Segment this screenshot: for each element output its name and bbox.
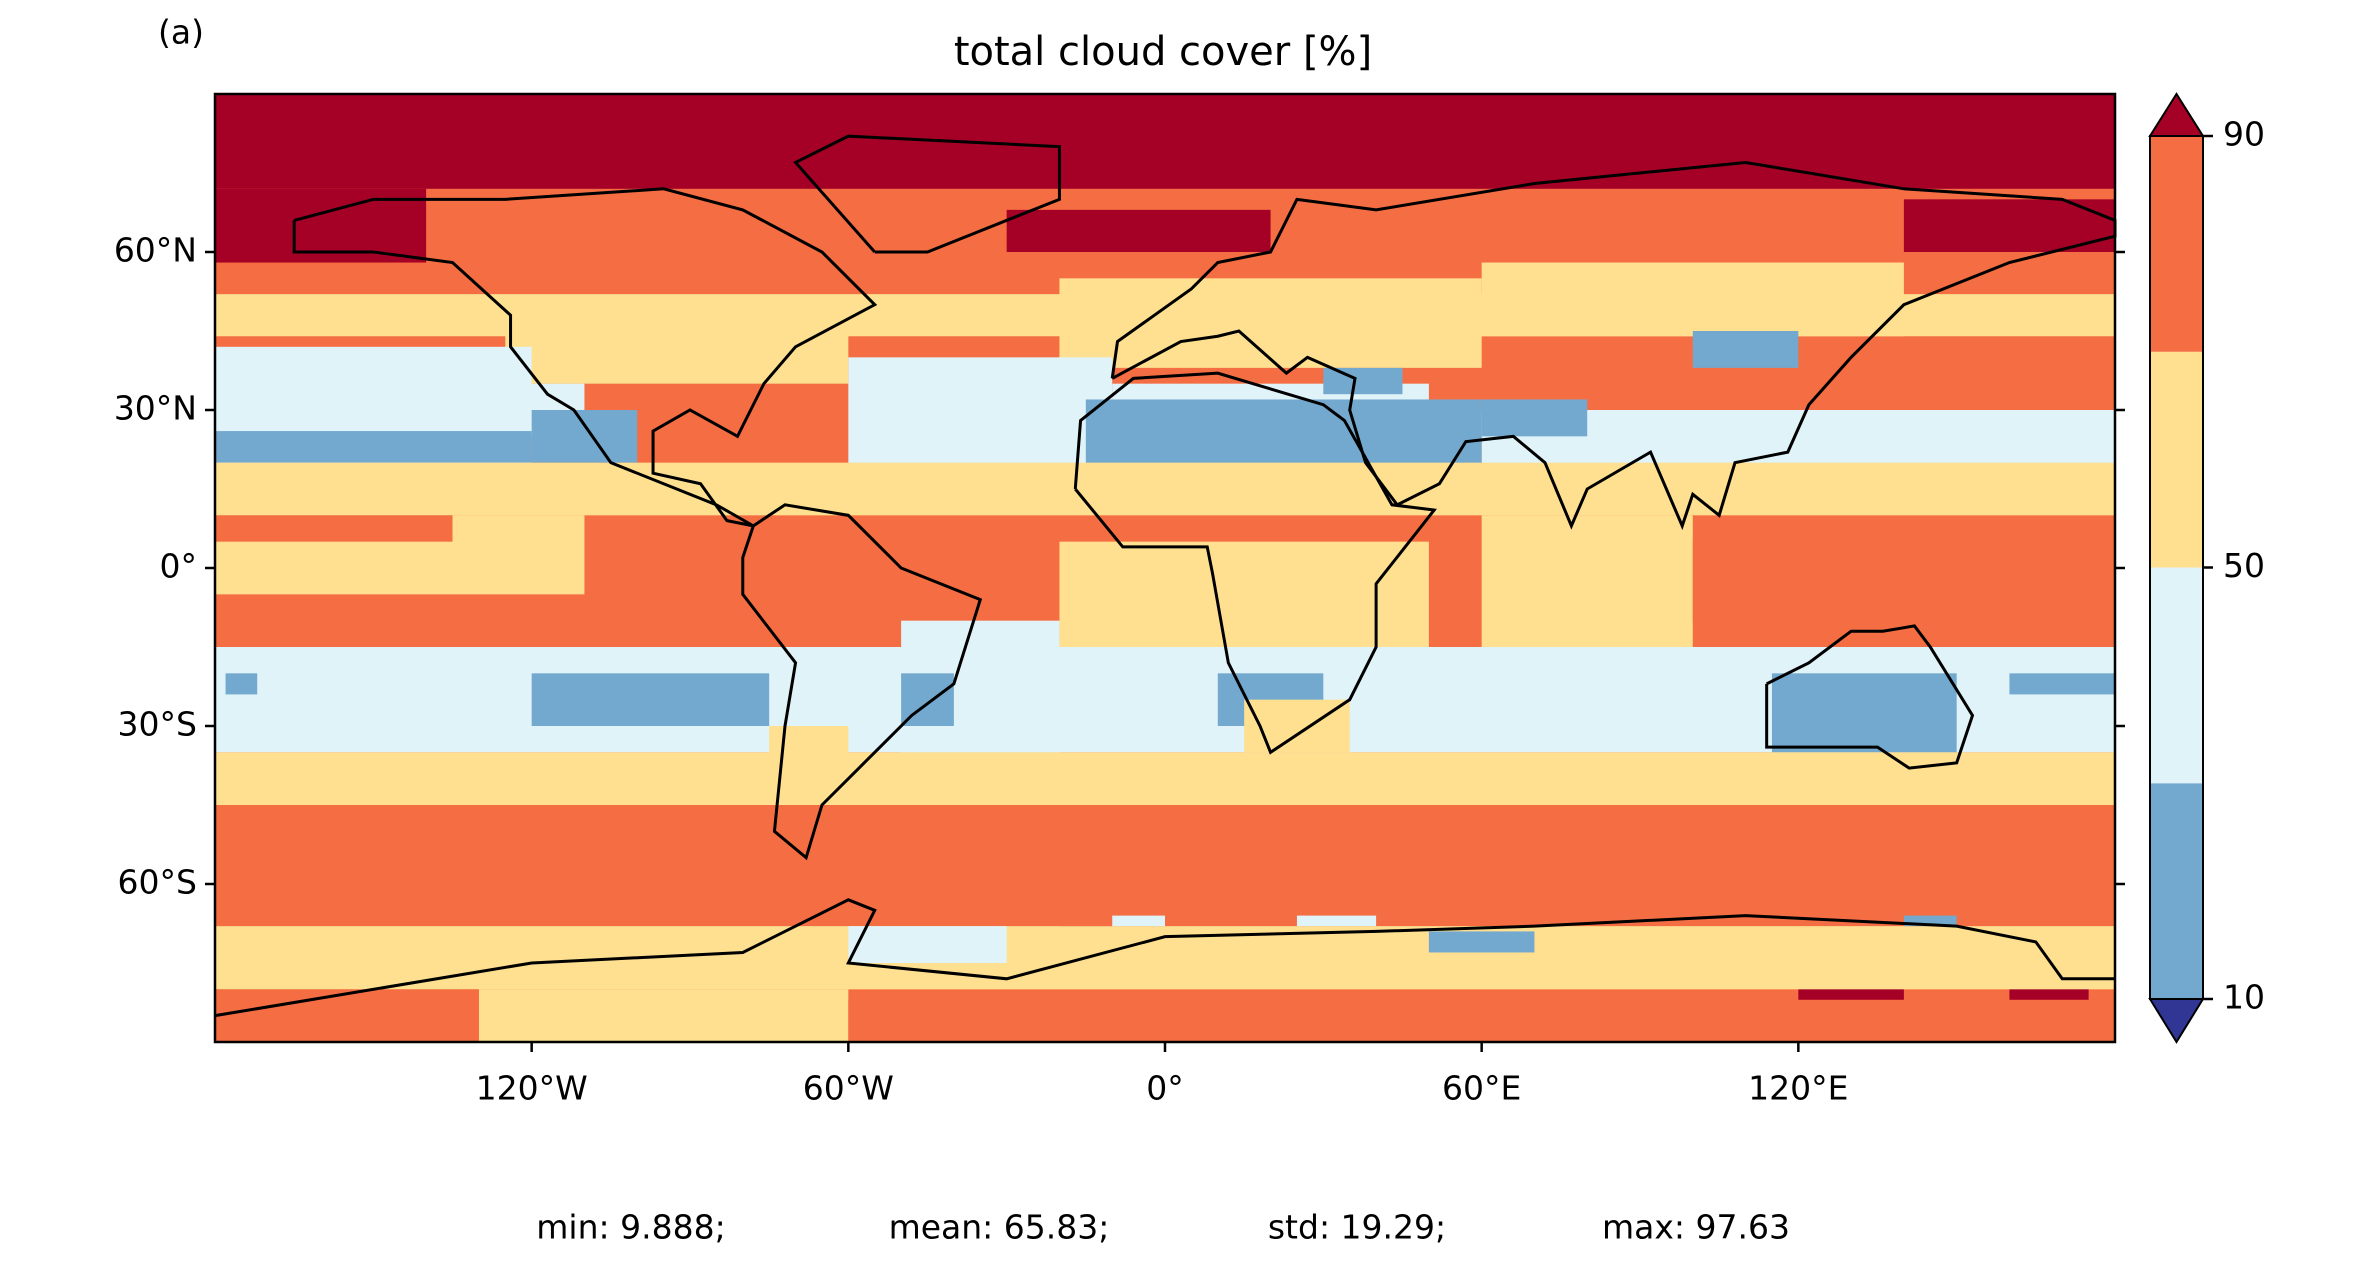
cloud-patch <box>1481 515 1693 647</box>
x-tick-label: 0° <box>1146 1069 1184 1108</box>
cloud-patch <box>505 315 849 384</box>
cloud-patch <box>848 926 1007 963</box>
coastline <box>214 898 2115 1018</box>
cloud-patch <box>848 999 2116 1042</box>
cloud-patch <box>215 752 2115 805</box>
cloud-patch <box>1481 399 1588 437</box>
y-tick-label: 30°S <box>118 705 197 744</box>
coastline <box>741 503 983 861</box>
cloud-field <box>215 94 2116 1042</box>
coastlines <box>214 134 2117 1018</box>
coastline <box>793 134 1061 254</box>
cloud-patch <box>1692 541 1957 621</box>
stat: std: 19.29; <box>1268 1208 1446 1247</box>
coastline <box>1110 160 2117 531</box>
colorbar-band <box>2150 783 2203 999</box>
map-title: total cloud cover [%] <box>954 29 1372 75</box>
cloud-patch <box>1112 915 1165 927</box>
cloud-patch <box>1428 931 1535 953</box>
cloud-patch <box>531 410 638 463</box>
cloud-patch <box>1059 278 1482 368</box>
x-tick-label: 60°W <box>803 1069 894 1108</box>
colorbar-band <box>2150 351 2203 568</box>
cloud-patch <box>215 462 2115 516</box>
stat: mean: 65.83; <box>889 1208 1110 1247</box>
cloud-patch <box>1692 331 1799 368</box>
cloud-patch <box>215 94 2115 189</box>
y-tick-label: 0° <box>160 547 198 586</box>
colorbar-band <box>2150 567 2203 784</box>
coastline <box>1073 371 1437 755</box>
cloud-patch <box>1481 262 1904 337</box>
x-tick-label: 120°E <box>1748 1069 1848 1108</box>
stat: max: 97.63 <box>1602 1208 1790 1247</box>
cloud-patch <box>1006 209 1271 252</box>
y-tick-label: 60°S <box>118 863 197 902</box>
cloud-patch <box>1903 915 1957 927</box>
colorbar-over <box>2148 92 2205 137</box>
cloud-patch <box>225 673 258 695</box>
colorbar-under <box>2148 998 2205 1044</box>
cloud-patch <box>2009 673 2115 695</box>
colorbar-tick-label: 10 <box>2223 978 2265 1017</box>
cloud-patch <box>1244 699 1350 753</box>
cloud-patch <box>215 989 479 1042</box>
stat: min: 9.888; <box>536 1208 725 1247</box>
cloud-patch <box>215 515 453 542</box>
coastline <box>292 187 878 528</box>
coastline <box>1765 624 1975 770</box>
cloud-patch <box>531 673 770 726</box>
y-tick-label: 30°N <box>114 389 197 428</box>
panel-label: (a) <box>158 13 204 52</box>
cloud-patch <box>215 188 427 263</box>
cloud-patch <box>1296 915 1377 927</box>
colorbar-tick-label: 90 <box>2223 115 2265 154</box>
x-tick-label: 120°W <box>476 1069 588 1108</box>
x-tick-label: 60°E <box>1442 1069 1521 1108</box>
cloud-patch <box>848 357 1113 474</box>
cloud-patch <box>1771 673 1957 753</box>
cloud-patch <box>1903 199 2115 252</box>
cloud-patch <box>1323 367 1403 395</box>
colorbar-band <box>2150 136 2203 352</box>
colorbar-tick-label: 50 <box>2223 546 2265 585</box>
cloud-patch <box>215 431 532 463</box>
cloud-patch <box>478 989 849 1042</box>
y-tick-label: 60°N <box>114 231 197 270</box>
